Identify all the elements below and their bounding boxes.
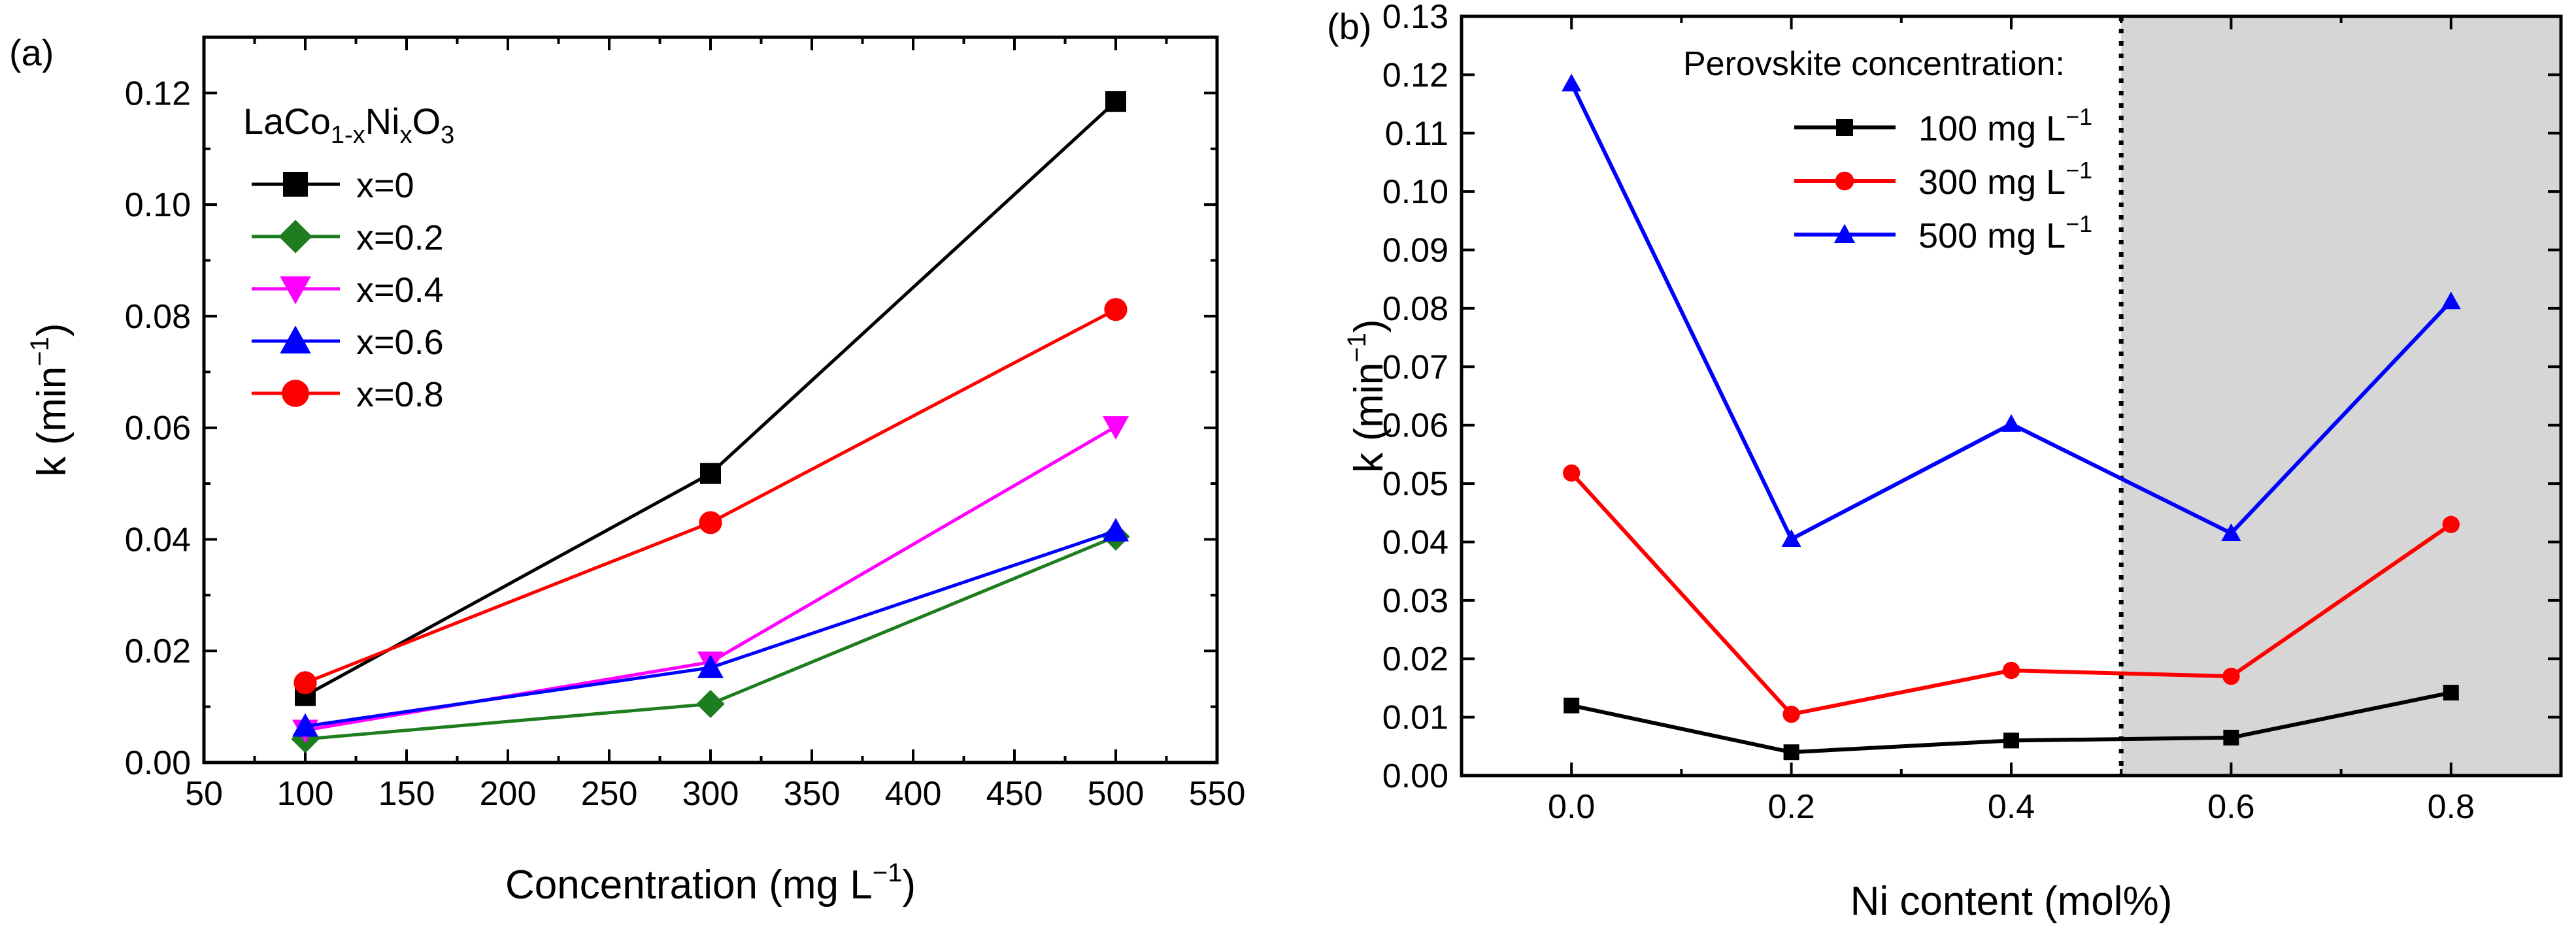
y-tick-label-b: 0.08: [1382, 290, 1448, 328]
legend-marker-100 mg L: [1836, 119, 1853, 136]
y-tick-label-b: 0.07: [1382, 348, 1448, 386]
x-axis-label-a: Concentration (mg L−1): [505, 859, 916, 908]
y-tick-label-b: 0.04: [1382, 523, 1448, 561]
legend-marker-x=0.2: [278, 220, 312, 254]
data-point-300 mg L: [1782, 705, 1800, 723]
x-tick-label-a: 300: [682, 775, 739, 813]
y-axis-label-b: k (min−1): [1343, 319, 1392, 472]
data-point-x=0.6: [697, 654, 724, 678]
data-point-500 mg L: [2221, 523, 2241, 542]
x-tick-label-a: 450: [986, 775, 1043, 813]
y-tick-label-b: 0.05: [1382, 465, 1448, 503]
y-tick-label-a: 0.08: [125, 298, 191, 336]
y-tick-label-b: 0.11: [1385, 115, 1448, 153]
data-point-500 mg L: [2441, 291, 2461, 310]
data-point-300 mg L: [2002, 661, 2020, 680]
y-tick-label-b: 0.12: [1382, 56, 1448, 94]
data-point-100 mg L: [1783, 744, 1799, 761]
data-point-100 mg L: [2443, 685, 2459, 701]
data-point-x=0.6: [1103, 517, 1129, 542]
x-tick-label-a: 200: [480, 775, 537, 813]
shaded-region: [2121, 16, 2561, 776]
chart-b: (b) 0.0 0.2 0.4 0.6 0.8 0.00 0.01 0.02 0.03 0.04 0.…: [1327, 0, 2563, 924]
x-tick-label-a: 100: [277, 775, 334, 813]
y-tick-label-b: 0.10: [1382, 173, 1448, 211]
y-tick-label-b: 0.13: [1382, 0, 1448, 36]
y-tick-label-a: 0.02: [125, 632, 191, 670]
legend-label-300 mg L: 300 mg L−1: [1918, 157, 2092, 202]
x-tick-label-b: 0.2: [1767, 788, 1815, 826]
legend-label-x=0.8: x=0.8: [356, 375, 444, 414]
data-point-500 mg L: [1781, 529, 1801, 547]
plot-frame-a: [202, 35, 1219, 764]
legend-marker-x=0.8: [282, 380, 309, 407]
y-tick-label-b: 0.00: [1382, 757, 1448, 795]
data-point-100 mg L: [2003, 732, 2019, 749]
data-point-x=0.8: [699, 511, 722, 534]
panel-label-a: (a): [9, 32, 54, 73]
x-tick-label-a: 150: [378, 775, 435, 813]
legend-marker-x=0.4: [280, 276, 311, 304]
x-tick-label-a: 500: [1088, 775, 1145, 813]
data-point-500 mg L: [1562, 73, 1582, 91]
y-tick-label-b: 0.09: [1382, 232, 1448, 270]
data-point-x=0.8: [1104, 298, 1128, 321]
data-point-100 mg L: [1564, 697, 1580, 714]
data-point-x=0.4: [1103, 416, 1129, 440]
data-point-x=0: [1105, 91, 1126, 112]
plot-frame-b: [1460, 14, 2563, 778]
data-point-300 mg L: [2222, 667, 2240, 685]
legend-label-100 mg L: 100 mg L−1: [1918, 103, 2092, 148]
legend-label-x=0: x=0: [356, 166, 414, 205]
y-tick-label-b: 0.03: [1382, 582, 1448, 620]
legend-marker-x=0.6: [280, 325, 311, 353]
y-tick-label-b: 0.01: [1382, 699, 1448, 737]
data-point-x=0.6: [292, 713, 318, 737]
y-tick-label-a: 0.06: [125, 410, 191, 448]
x-tick-label-b: 0.0: [1548, 788, 1595, 826]
data-point-x=0.2: [696, 689, 725, 718]
legend-marker-300 mg L: [1835, 171, 1854, 191]
legend-label-500 mg L: 500 mg L−1: [1918, 210, 2092, 255]
y-tick-label-b: 0.06: [1382, 407, 1448, 445]
x-tick-label-a: 50: [185, 775, 223, 813]
y-axis-label-a: k (min−1): [25, 323, 75, 476]
data-point-500 mg L: [2001, 414, 2021, 432]
legend-marker-500 mg L: [1833, 223, 1856, 243]
x-tick-label-a: 250: [581, 775, 638, 813]
y-tick-label-a: 0.04: [125, 521, 191, 559]
y-tick-label-a: 0.00: [125, 744, 191, 782]
panel-label-b: (b): [1327, 6, 1371, 47]
x-tick-label-a: 350: [784, 775, 841, 813]
data-point-x=0: [700, 463, 721, 484]
x-tick-label-a: 400: [885, 775, 942, 813]
x-tick-label-b: 0.6: [2207, 788, 2254, 826]
x-tick-label-a: 550: [1189, 775, 1246, 813]
y-tick-label-a: 0.12: [125, 74, 191, 112]
y-tick-label-a: 0.10: [125, 186, 191, 224]
x-tick-label-b: 0.8: [2428, 788, 2475, 826]
legend-label-x=0.4: x=0.4: [356, 271, 444, 310]
chart-a: (a) 50 100 150 200 250 300 350 400 450 500 550 0.00 0…: [9, 32, 1245, 908]
data-point-x=0.8: [293, 671, 317, 695]
data-point-100 mg L: [2223, 729, 2239, 746]
legend-label-x=0.6: x=0.6: [356, 323, 444, 362]
y-tick-label-b: 0.02: [1382, 640, 1448, 678]
x-axis-label-b: Ni content (mol%): [1850, 879, 2173, 924]
data-point-300 mg L: [1563, 464, 1581, 482]
legend-title-a: LaCo1-xNixO3: [243, 101, 454, 149]
x-tick-label-b: 0.4: [1988, 788, 2035, 826]
legend-marker-x=0: [283, 172, 308, 197]
legend-label-x=0.2: x=0.2: [356, 218, 444, 257]
legend-title-b: Perovskite concentration:: [1683, 45, 2065, 83]
data-point-300 mg L: [2442, 516, 2460, 533]
